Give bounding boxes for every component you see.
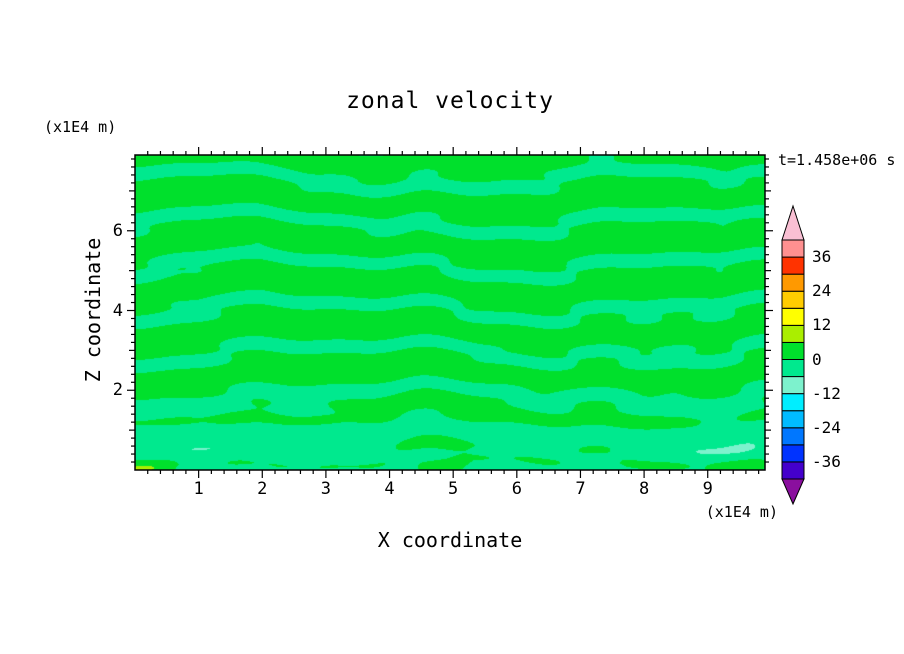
x-tick-label: 6	[511, 479, 522, 499]
colorbar-tick-label: -12	[812, 383, 841, 403]
colorbar-segment	[781, 324, 805, 343]
x-axis-label: X coordinate	[377, 528, 523, 552]
colorbar-segment	[781, 273, 805, 292]
colorbar-segment	[781, 376, 805, 395]
z-tick-label: 6	[112, 220, 123, 241]
x-tick-label: 8	[638, 479, 650, 499]
time-annotation: t=1.458e+06 s	[778, 151, 896, 169]
colorbar-segment	[781, 461, 805, 480]
x-axis-unit: (x1E4 m)	[705, 503, 778, 521]
colorbar-tick-label: 0	[812, 349, 822, 369]
colorbar-under-arrow	[781, 478, 805, 506]
z-axis-unit: (x1E4 m)	[44, 118, 117, 136]
colorbar-segment	[781, 341, 805, 360]
x-tick-label: 3	[320, 479, 332, 499]
page-title: zonal velocity	[346, 88, 554, 114]
colorbar-segment	[781, 427, 805, 446]
colorbar-segment	[781, 444, 805, 463]
x-tick-label: 7	[575, 479, 586, 499]
contour-field-canvas	[135, 155, 765, 470]
colorbar-tick-label: -24	[812, 417, 841, 437]
colorbar-segment	[781, 307, 805, 326]
colorbar-segment	[781, 359, 805, 378]
colorbar-segment	[781, 239, 805, 258]
colorbar-tick-label: 12	[812, 315, 832, 335]
x-tick-label: 2	[257, 479, 268, 499]
colorbar-segment	[781, 256, 805, 275]
x-tick-label: 4	[384, 479, 395, 499]
x-tick-label: 1	[193, 479, 204, 499]
colorbar-tick-label: 24	[812, 281, 832, 301]
x-tick-label: 5	[448, 479, 459, 499]
colorbar-over-arrow	[781, 204, 805, 241]
x-tick-label: 9	[702, 479, 713, 499]
colorbar-segment	[781, 393, 805, 412]
colorbar-tick-label: -36	[812, 451, 841, 471]
z-tick-label: 4	[112, 300, 123, 321]
z-tick-label: 2	[112, 380, 123, 401]
colorbar-segment	[781, 290, 805, 309]
colorbar-tick-label: 36	[812, 247, 832, 267]
colorbar-segment	[781, 410, 805, 429]
